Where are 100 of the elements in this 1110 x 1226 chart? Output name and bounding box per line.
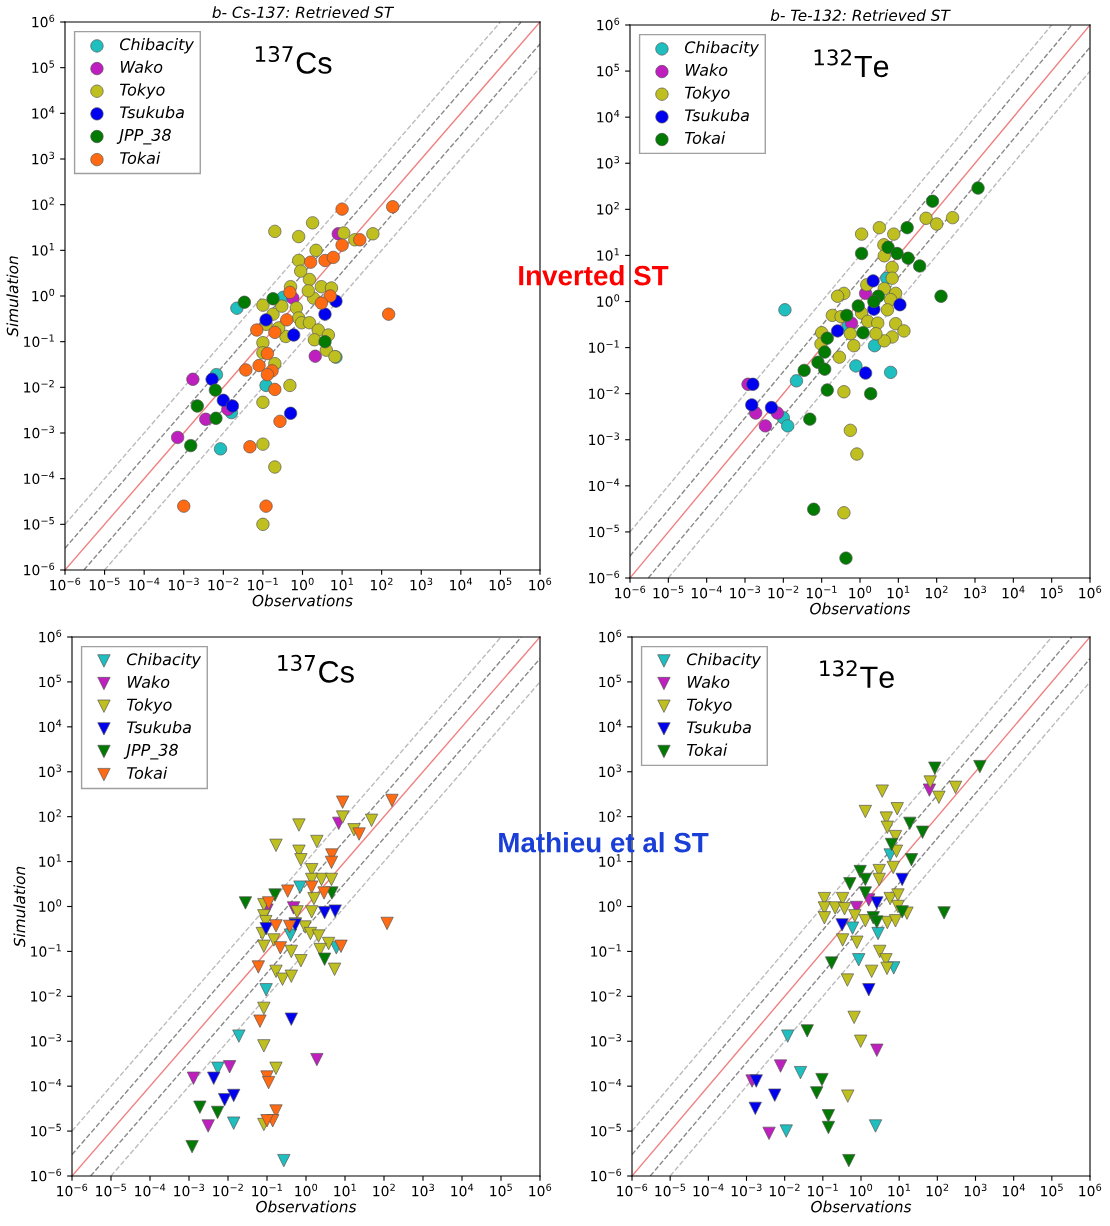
y-tick-label: 10$^{−2}$ — [24, 379, 54, 393]
x-tick-label: 10$^{−4}$ — [693, 1183, 724, 1197]
legend-label: Chibacity — [126, 652, 202, 669]
x-tick-label: 10$^{4}$ — [451, 1183, 474, 1197]
x-tick-label: 10$^{−1}$ — [808, 1183, 838, 1197]
y-tick-label: 10$^{−1}$ — [24, 334, 54, 348]
legend-label: Chibacity — [686, 652, 762, 669]
y-tick-label: 10$^{−5}$ — [589, 524, 619, 538]
x-tick-label: 10$^{6}$ — [1079, 585, 1102, 599]
legend-label: Wako — [685, 63, 728, 76]
x-tick-label: 10$^{5}$ — [490, 1183, 512, 1197]
x-tick-label: 10$^{3}$ — [964, 585, 986, 599]
y-tick-label: 10$^{1}$ — [597, 248, 619, 261]
legend-label: Tokyo — [684, 86, 730, 102]
x-tick-label: 10$^{0}$ — [849, 585, 872, 599]
y-tick-label: 10$^{1}$ — [599, 854, 621, 867]
y-tick-label: 10$^{−4}$ — [589, 478, 620, 492]
chart-title: b- Te-132: Retrieved ST — [770, 9, 951, 22]
y-tick-label: 10$^{−5}$ — [591, 1123, 621, 1137]
x-tick-label: 10$^{−3}$ — [174, 1183, 205, 1197]
y-tick-label: 10$^{−2}$ — [31, 988, 61, 1002]
x-axis-title: Observations — [256, 1200, 357, 1213]
y-tick-label: 10$^{5}$ — [32, 60, 54, 74]
y-tick-label: 10$^{4}$ — [597, 109, 620, 123]
y-tick-label: 10$^{4}$ — [32, 106, 55, 119]
legend-label: Tokyo — [686, 698, 732, 714]
legend-label: Wako — [120, 60, 163, 73]
legend-label: Tokai — [126, 766, 168, 780]
x-tick-label: 10$^{−1}$ — [806, 585, 837, 599]
x-tick-label: 10$^{−5}$ — [96, 1183, 126, 1197]
x-tick-label: 10$^{−6}$ — [50, 577, 81, 591]
x-tick-label: 10$^{−2}$ — [768, 585, 799, 599]
x-tick-label: 10$^{5}$ — [489, 577, 512, 591]
x-axis-title: Observations — [252, 594, 353, 607]
legend-label: Tsukuba — [126, 720, 191, 734]
x-tick-label: 10$^{1}$ — [887, 585, 910, 599]
y-tick-label: 10$^{5}$ — [39, 674, 61, 688]
x-tick-label: 10$^{−2}$ — [213, 1183, 243, 1197]
y-tick-label: 10$^{−1}$ — [589, 340, 619, 353]
annotation: $^{132}$Te — [814, 49, 889, 78]
y-tick-label: 10$^{−4}$ — [591, 1078, 622, 1092]
x-tick-label: 10$^{−3}$ — [731, 1183, 762, 1197]
x-tick-label: 10$^{−5}$ — [653, 585, 684, 599]
x-tick-label: 10$^{−2}$ — [769, 1183, 800, 1197]
y-tick-label: 10$^{3}$ — [599, 764, 622, 778]
annotation: $^{137}$Cs — [278, 654, 354, 683]
x-tick-label: 10$^{−5}$ — [655, 1183, 686, 1197]
x-tick-label: 10$^{4}$ — [450, 577, 473, 591]
y-tick-label: 10$^{6}$ — [599, 629, 622, 643]
x-tick-label: 10$^{−1}$ — [252, 1183, 282, 1197]
y-tick-label: 10$^{6}$ — [597, 17, 620, 31]
legend-label: Tsukuba — [686, 720, 751, 734]
legend-label: Tokyo — [126, 698, 172, 714]
y-tick-label: 10$^{6}$ — [32, 14, 55, 28]
y-tick-label: 10$^{2}$ — [597, 201, 619, 215]
legend-label: Tsukuba — [684, 108, 749, 122]
legend-label: JPP_38 — [123, 743, 178, 760]
x-tick-label: 10$^{−4}$ — [691, 585, 722, 599]
y-tick-label: 10$^{−4}$ — [24, 471, 55, 485]
y-tick-label: 10$^{3}$ — [32, 151, 55, 165]
x-tick-label: 10$^{5}$ — [1040, 585, 1063, 599]
legend-label: Tokai — [684, 131, 726, 144]
legend-label: Tokai — [686, 743, 728, 756]
x-tick-label: 10$^{−3}$ — [168, 577, 199, 591]
y-tick-label: 10$^{6}$ — [39, 629, 62, 643]
y-tick-label: 10$^{−3}$ — [31, 1033, 61, 1047]
x-tick-label: 10$^{−6}$ — [57, 1183, 88, 1197]
x-tick-label: 10$^{0}$ — [295, 1183, 318, 1197]
x-tick-label: 10$^{2}$ — [925, 585, 948, 599]
x-tick-label: 10$^{3}$ — [964, 1183, 987, 1197]
y-tick-label: 10$^{2}$ — [599, 809, 621, 823]
y-tick-label: 10$^{−1}$ — [591, 944, 621, 957]
y-tick-label: 10$^{−2}$ — [591, 988, 621, 1002]
y-tick-label: 10$^{−6}$ — [591, 1168, 622, 1182]
x-tick-label: 10$^{1}$ — [888, 1183, 911, 1197]
legend-label: Wako — [127, 675, 170, 688]
y-tick-label: 10$^{0}$ — [32, 288, 55, 302]
y-tick-label: 10$^{0}$ — [599, 899, 622, 912]
y-tick-label: 10$^{4}$ — [599, 719, 622, 733]
y-tick-label: 10$^{−3}$ — [24, 425, 54, 439]
legend-label: Chibacity — [119, 37, 195, 54]
x-tick-label: 10$^{1}$ — [331, 577, 353, 591]
y-tick-label: 10$^{1}$ — [32, 243, 54, 256]
x-tick-label: 10$^{−4}$ — [135, 1183, 166, 1197]
y-tick-label: 10$^{−3}$ — [591, 1033, 621, 1047]
x-tick-label: 10$^{−3}$ — [730, 585, 761, 599]
y-tick-label: 10$^{0}$ — [597, 294, 620, 307]
y-tick-label: 10$^{−6}$ — [31, 1168, 62, 1182]
x-tick-label: 10$^{4}$ — [1002, 1183, 1025, 1197]
annotation: $^{137}$Cs — [255, 45, 332, 74]
x-tick-label: 10$^{2}$ — [926, 1183, 949, 1197]
legend-label: Tokai — [119, 151, 161, 165]
x-tick-label: 10$^{2}$ — [370, 577, 393, 591]
x-tick-label: 10$^{−2}$ — [208, 577, 239, 591]
legend-label: JPP_38 — [116, 128, 171, 145]
x-tick-label: 10$^{4}$ — [1002, 585, 1025, 599]
x-tick-label: 10$^{−1}$ — [248, 577, 278, 591]
x-tick-label: 10$^{3}$ — [412, 1183, 434, 1197]
x-tick-label: 10$^{1}$ — [334, 1183, 356, 1197]
y-tick-label: 10$^{1}$ — [39, 854, 61, 867]
